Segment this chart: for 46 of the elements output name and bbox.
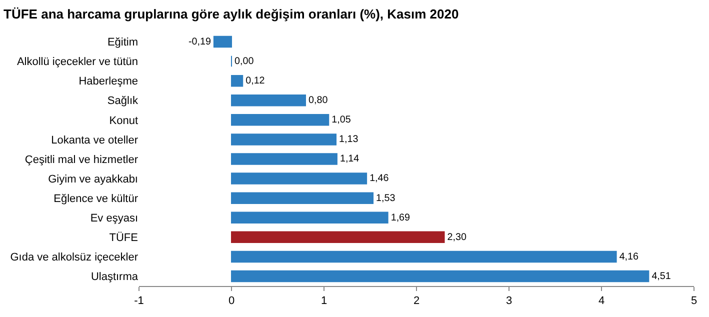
bar — [231, 74, 244, 87]
data-label: 4,16 — [619, 251, 639, 262]
data-label: 1,46 — [370, 173, 390, 184]
chart-title: TÜFE ana harcama gruplarına göre aylık değişim oranları (%), Kasım 2020 — [4, 6, 459, 22]
data-label: 1,69 — [390, 212, 411, 224]
bar — [231, 134, 337, 146]
bar — [231, 172, 368, 184]
data-label: -0,19 — [188, 36, 211, 48]
x-tick-label: 4 — [598, 295, 605, 308]
bar — [231, 212, 388, 224]
data-label: 1,53 — [376, 192, 396, 204]
data-label: 1,13 — [339, 134, 359, 146]
y-tick-label: Alkollü içecekler ve tütün — [16, 56, 138, 68]
y-tick-label: TÜFE — [109, 231, 138, 244]
y-tick-label: Sağlık — [107, 95, 138, 108]
y-tick-label: Konut — [109, 114, 138, 127]
bar — [231, 94, 306, 106]
bar — [231, 114, 330, 126]
x-tick-label: 3 — [506, 295, 512, 308]
data-label: 0,12 — [246, 76, 265, 87]
y-tick-label: Lokanta ve oteller — [51, 134, 138, 146]
y-tick-label: Eğlence ve kültür — [54, 192, 138, 205]
y-tick-label: Ulaştırma — [90, 271, 139, 284]
data-label: 1,14 — [340, 154, 360, 165]
x-tick-label: 0 — [228, 295, 235, 308]
x-tick-label: 5 — [690, 295, 698, 308]
x-tick-label: -1 — [134, 295, 144, 308]
y-tick-label: Gıda ve alkolsüz içecekler — [10, 252, 138, 264]
data-label: 0,80 — [308, 95, 328, 106]
data-label: 2,30 — [447, 232, 467, 243]
y-tick-label: Haberleşme — [78, 76, 138, 88]
bar — [231, 250, 617, 263]
bar — [231, 231, 445, 244]
y-tick-label: Eğitim — [107, 36, 138, 49]
data-label: 4,51 — [652, 270, 671, 282]
bar — [231, 192, 374, 204]
x-tick-label: 2 — [413, 295, 420, 308]
bar — [231, 270, 650, 282]
y-tick-label: Ev eşyası — [90, 212, 138, 224]
y-tick-label: Giyim ve ayakkabı — [48, 173, 138, 186]
x-tick-label: 1 — [320, 295, 328, 308]
data-label: 1,05 — [332, 114, 352, 126]
bar — [213, 36, 232, 48]
bar — [231, 153, 338, 165]
data-label: 0,00 — [234, 56, 254, 67]
y-tick-label: Çeşitli mal ve hizmetler — [24, 154, 138, 166]
